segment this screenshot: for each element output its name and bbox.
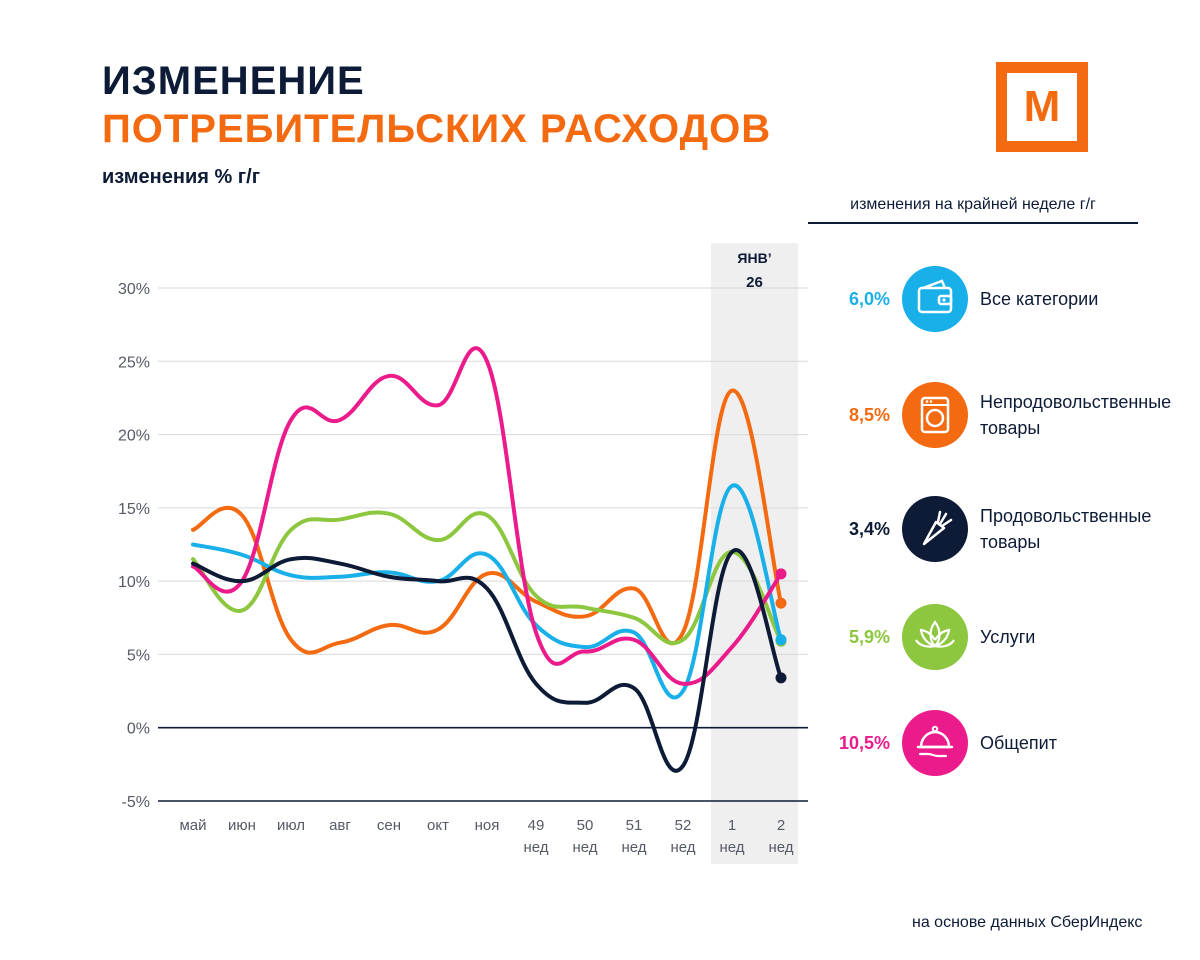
series-line-2 bbox=[191, 483, 783, 700]
y-tick-label: 20% bbox=[118, 428, 150, 445]
y-tick-label: 25% bbox=[118, 354, 150, 371]
legend-value: 8,5% bbox=[848, 405, 890, 425]
legend-item-food: 3,4% Продовольственные товары bbox=[820, 494, 1200, 564]
y-tick-label: 5% bbox=[127, 647, 150, 664]
legend-label: Продовольственные товары bbox=[980, 506, 1152, 552]
series-end-point-0 bbox=[775, 597, 787, 609]
x-tick-label-sub: нед bbox=[719, 839, 744, 856]
washing-machine-icon bbox=[902, 382, 968, 448]
highlight-label-line2: 26 bbox=[746, 274, 763, 291]
wallet-icon bbox=[902, 266, 968, 332]
chart-subtitle: изменения % г/г bbox=[102, 166, 261, 188]
series-line-4 bbox=[191, 548, 783, 773]
x-tick-label: июн bbox=[228, 817, 256, 834]
legend-label: Услуги bbox=[980, 627, 1036, 647]
y-tick-label: 0% bbox=[127, 721, 150, 738]
x-tick-label-sub: нед bbox=[572, 839, 597, 856]
x-tick-label: 50 bbox=[577, 817, 594, 834]
legend-value: 3,4% bbox=[848, 519, 890, 539]
x-tick-label: 51 bbox=[626, 817, 643, 834]
legend-value: 10,5% bbox=[838, 733, 890, 753]
legend-heading: изменения на крайней неделе г/г bbox=[850, 196, 1096, 213]
series-end-point-3 bbox=[775, 568, 787, 580]
x-tick-label-sub: нед bbox=[523, 839, 548, 856]
legend-label: Непродовольственные товары bbox=[980, 392, 1172, 438]
page-title-line1: ИЗМЕНЕНИЕ bbox=[102, 59, 365, 103]
x-tick-label: июл bbox=[277, 817, 305, 834]
x-tick-label: окт bbox=[427, 817, 449, 834]
carrot-icon bbox=[902, 496, 968, 562]
page-title-line2: ПОТРЕБИТЕЛЬСКИХ РАСХОДОВ bbox=[102, 107, 772, 151]
legend-divider bbox=[808, 222, 1138, 224]
x-tick-label: 1 bbox=[728, 817, 736, 834]
legend-label: Все категории bbox=[980, 289, 1099, 309]
source-note: на основе данных СберИндекс bbox=[912, 914, 1143, 931]
y-tick-label: 30% bbox=[118, 281, 150, 298]
y-tick-label: 15% bbox=[118, 501, 150, 518]
legend-item-all: 6,0% Все категории bbox=[820, 264, 1200, 334]
legend-item-services: 5,9% Услуги bbox=[820, 602, 1200, 672]
x-tick-label-sub: нед bbox=[768, 839, 793, 856]
x-tick-label: 49 bbox=[528, 817, 545, 834]
y-tick-label: -5% bbox=[122, 794, 150, 811]
x-tick-label-sub: нед bbox=[621, 839, 646, 856]
series-line-3 bbox=[191, 346, 783, 686]
x-tick-label: 2 bbox=[777, 817, 785, 834]
x-tick-label-sub: нед bbox=[670, 839, 695, 856]
x-tick-label: ноя bbox=[475, 817, 500, 834]
legend-item-nonfood: 8,5% Непродовольственные товары bbox=[820, 380, 1200, 450]
series-line-0 bbox=[191, 388, 783, 655]
logo-letter: М bbox=[1023, 82, 1061, 131]
legend-item-catering: 10,5% Общепит bbox=[820, 708, 1200, 778]
x-tick-label: авг bbox=[329, 817, 351, 834]
series-end-point-4 bbox=[775, 672, 787, 684]
x-tick-label: сен bbox=[377, 817, 401, 834]
series-end-point-2 bbox=[775, 634, 787, 646]
legend-value: 6,0% bbox=[848, 289, 890, 309]
x-tick-label: 52 bbox=[675, 817, 692, 834]
cloche-icon bbox=[902, 710, 968, 776]
brand-logo: М bbox=[996, 62, 1088, 152]
legend-label: Общепит bbox=[980, 733, 1057, 753]
y-tick-label: 10% bbox=[118, 574, 150, 591]
x-tick-label: май bbox=[179, 817, 206, 834]
lotus-icon bbox=[902, 604, 968, 670]
series-line-1 bbox=[191, 510, 783, 646]
highlight-label-line1: ЯНВ’ bbox=[737, 250, 771, 266]
legend-value: 5,9% bbox=[848, 627, 890, 647]
